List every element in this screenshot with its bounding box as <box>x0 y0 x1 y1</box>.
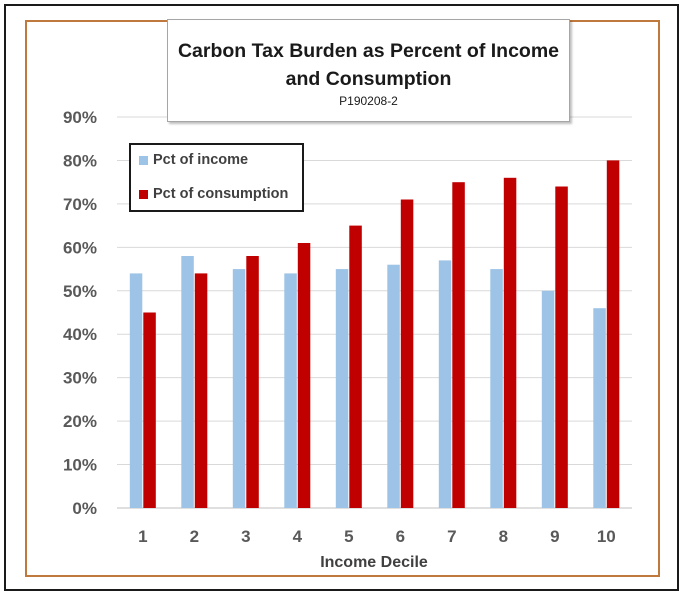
bar-pct-income <box>284 273 297 508</box>
legend-label-consumption: Pct of consumption <box>153 186 289 202</box>
legend-swatch-consumption <box>139 189 148 199</box>
legend-item-income: Pct of income <box>139 152 248 168</box>
x-tick-label: 1 <box>138 527 147 546</box>
y-axis-ticks: 0% 10% 20% 30% 40% 50% 60% 70% 80% 90% <box>63 108 97 518</box>
legend-label-income: Pct of income <box>153 152 249 168</box>
bar-pct-consumption <box>143 312 156 508</box>
bar-pct-income <box>387 264 400 508</box>
bar-pct-income <box>490 269 503 508</box>
y-tick-label: 10% <box>63 456 97 475</box>
y-tick-label: 50% <box>63 282 97 301</box>
x-axis-label: Income Decile <box>320 554 428 571</box>
bar-pct-consumption <box>194 273 208 508</box>
chart-subtitle: P190208-2 <box>339 94 398 108</box>
bar-pct-consumption <box>400 199 414 508</box>
x-tick-label: 8 <box>499 527 508 546</box>
x-tick-label: 7 <box>447 527 456 546</box>
bar-pct-income <box>335 269 349 508</box>
bar-pct-consumption <box>503 177 517 509</box>
chart-title-box: Carbon Tax Burden as Percent of Income a… <box>167 19 570 122</box>
y-tick-label: 20% <box>63 412 97 431</box>
y-tick-label: 80% <box>63 151 97 170</box>
x-tick-label: 6 <box>396 527 405 546</box>
legend-swatch-income <box>139 155 148 165</box>
y-tick-label: 60% <box>63 238 97 257</box>
bars <box>129 160 620 509</box>
bar-pct-income <box>181 256 194 508</box>
y-tick-label: 90% <box>63 108 97 127</box>
bar-pct-consumption <box>297 243 311 508</box>
bar-pct-income <box>541 290 555 508</box>
chart-title-line-1: Carbon Tax Burden as Percent of Income <box>177 40 560 62</box>
x-tick-label: 4 <box>293 527 303 546</box>
bar-pct-income <box>129 273 143 508</box>
bar-pct-income <box>438 260 452 508</box>
x-tick-label: 3 <box>241 527 250 546</box>
bar-pct-consumption <box>606 160 620 508</box>
bar-pct-consumption <box>246 256 259 508</box>
bar-pct-income <box>232 269 246 508</box>
y-tick-label: 0% <box>72 499 97 518</box>
y-tick-label: 30% <box>63 369 97 388</box>
y-tick-label: 40% <box>63 325 97 344</box>
bar-pct-consumption <box>349 225 362 508</box>
x-tick-label: 5 <box>344 527 353 546</box>
bar-pct-consumption <box>452 182 465 508</box>
legend: Pct of income Pct of consumption <box>129 143 304 212</box>
x-axis-ticks: 1 2 3 4 5 6 7 8 9 10 <box>138 527 616 546</box>
x-tick-label: 2 <box>190 527 199 546</box>
bar-pct-consumption <box>555 186 568 508</box>
bar-pct-income <box>593 308 606 508</box>
legend-item-consumption: Pct of consumption <box>139 186 288 202</box>
x-tick-label: 9 <box>550 527 559 546</box>
x-tick-label: 10 <box>597 527 616 546</box>
chart-title-line-2: and Consumption <box>285 68 452 90</box>
y-tick-label: 70% <box>63 195 97 214</box>
